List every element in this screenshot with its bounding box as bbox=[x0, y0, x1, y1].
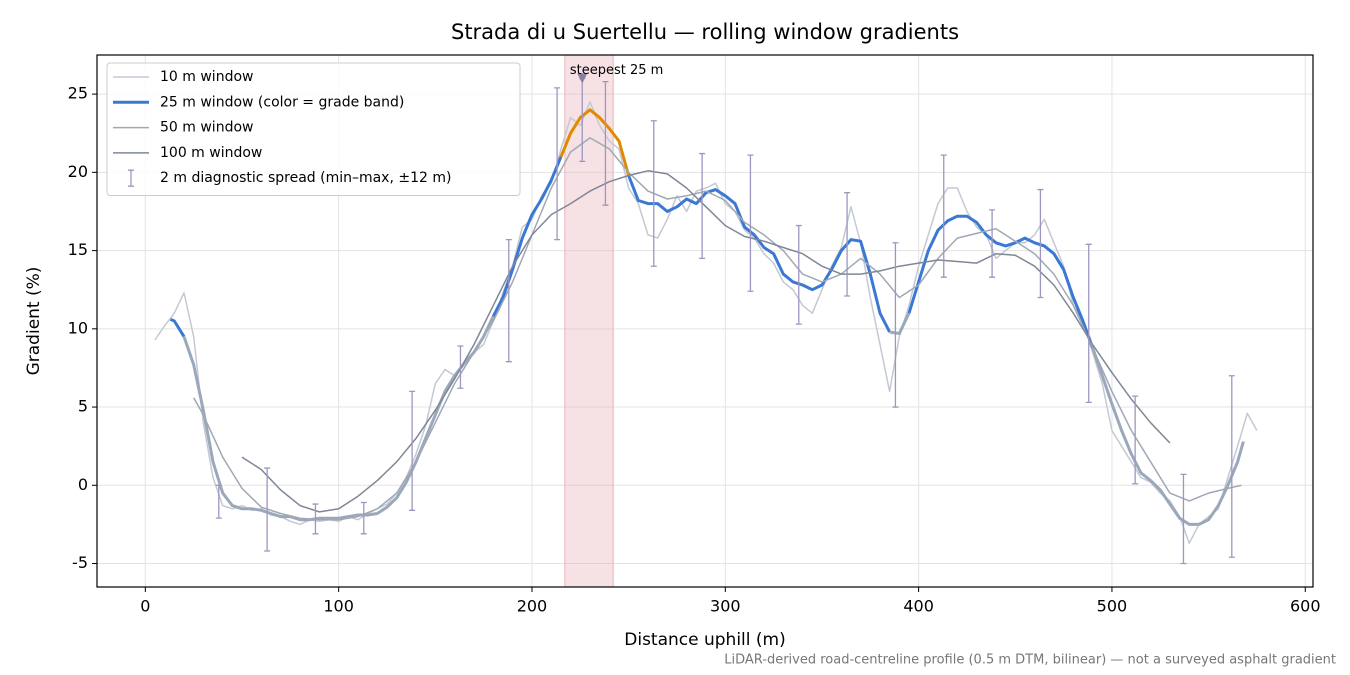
error-bar bbox=[409, 390, 416, 511]
series-line bbox=[627, 174, 891, 333]
error-bar bbox=[554, 87, 561, 241]
footnote: LiDAR-derived road-centreline profile (0… bbox=[724, 653, 1336, 668]
y-tick-label: 15 bbox=[68, 240, 88, 259]
y-tick-label: 25 bbox=[68, 84, 88, 103]
error-bar bbox=[505, 238, 512, 363]
error-bar bbox=[844, 192, 851, 297]
series-line bbox=[169, 318, 186, 338]
series-line bbox=[241, 170, 1171, 513]
error-bar bbox=[940, 154, 947, 278]
error-bar bbox=[989, 209, 996, 278]
legend-label: 25 m window (color = grade band) bbox=[160, 94, 404, 110]
x-tick-label: 500 bbox=[1097, 597, 1128, 616]
error-bar bbox=[1180, 473, 1187, 565]
error-bar bbox=[650, 120, 657, 267]
series-line bbox=[889, 312, 911, 335]
error-bar bbox=[747, 154, 754, 292]
x-tick-label: 300 bbox=[710, 597, 741, 616]
chart-title: Strada di u Suertellu — rolling window g… bbox=[451, 20, 959, 44]
series-line bbox=[1091, 347, 1245, 526]
x-tick-label: 200 bbox=[517, 597, 548, 616]
annotation-label: steepest 25 m bbox=[570, 63, 663, 78]
y-tick-label: 5 bbox=[78, 397, 88, 416]
plot-area: 0 100 200 300 400 500 600 -5 0 5 10 15 20 25 steepest … bbox=[68, 54, 1321, 616]
error-bar bbox=[1228, 375, 1235, 558]
legend-swatch bbox=[128, 169, 134, 187]
legend-label: 10 m window bbox=[160, 69, 253, 85]
legend-label: 100 m window bbox=[160, 145, 262, 161]
error-bar bbox=[1132, 395, 1139, 485]
error-bar bbox=[1037, 188, 1044, 299]
error-bar bbox=[360, 501, 367, 535]
error-bar bbox=[264, 467, 271, 552]
error-bar bbox=[795, 224, 802, 325]
y-tick-label: 10 bbox=[68, 318, 88, 337]
series-line bbox=[491, 156, 563, 317]
error-bar bbox=[215, 484, 222, 519]
x-tick-label: 600 bbox=[1290, 597, 1321, 616]
series-line bbox=[559, 108, 631, 176]
legend-label: 2 m diagnostic spread (min–max, ±12 m) bbox=[160, 170, 451, 186]
error-bar bbox=[1085, 243, 1092, 404]
x-tick-label: 100 bbox=[323, 597, 354, 616]
legend: 10 m window 25 m window (color = grade ba… bbox=[106, 62, 521, 196]
axes-frame bbox=[96, 54, 1314, 588]
series-line bbox=[907, 214, 1095, 349]
error-bar bbox=[457, 345, 464, 389]
y-axis-label: Gradient (%) bbox=[24, 267, 44, 376]
legend-label: 50 m window bbox=[160, 120, 253, 136]
error-bar bbox=[892, 242, 899, 408]
y-tick-label: 0 bbox=[78, 475, 88, 494]
y-tick-label: -5 bbox=[72, 553, 88, 572]
y-tick-label: 20 bbox=[68, 162, 88, 181]
error-bar bbox=[312, 503, 319, 535]
error-bar bbox=[699, 152, 706, 260]
error-bar bbox=[602, 80, 609, 206]
x-tick-label: 0 bbox=[140, 597, 150, 616]
legend-box bbox=[106, 62, 521, 196]
series-line bbox=[193, 137, 1242, 521]
x-tick-label: 400 bbox=[903, 597, 934, 616]
x-axis-label: Distance uphill (m) bbox=[624, 630, 785, 650]
annotation-marker bbox=[577, 73, 588, 84]
